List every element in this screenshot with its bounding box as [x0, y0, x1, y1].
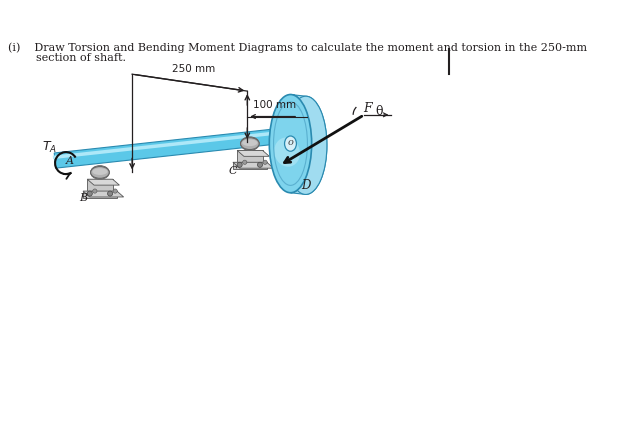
Circle shape	[263, 160, 267, 164]
Ellipse shape	[240, 138, 259, 149]
Ellipse shape	[285, 136, 297, 151]
Circle shape	[93, 189, 97, 193]
Ellipse shape	[275, 138, 300, 167]
Circle shape	[243, 160, 247, 164]
Ellipse shape	[240, 137, 259, 150]
Polygon shape	[233, 162, 267, 169]
Text: C: C	[229, 166, 237, 176]
Text: θ: θ	[376, 105, 383, 118]
Text: F: F	[363, 102, 372, 115]
Circle shape	[237, 162, 242, 167]
Polygon shape	[233, 162, 273, 168]
Text: 250 mm: 250 mm	[172, 64, 216, 74]
Polygon shape	[83, 191, 117, 198]
Text: B: B	[79, 193, 87, 203]
Polygon shape	[87, 179, 119, 185]
Text: A: A	[67, 155, 74, 166]
Text: (i)    Draw Torsion and Bending Moment Diagrams to calculate the moment and tors: (i) Draw Torsion and Bending Moment Diag…	[8, 42, 588, 53]
Ellipse shape	[285, 96, 327, 194]
Polygon shape	[55, 127, 288, 168]
Polygon shape	[87, 179, 113, 191]
Circle shape	[113, 189, 117, 193]
Ellipse shape	[93, 168, 108, 175]
Ellipse shape	[269, 95, 312, 193]
Circle shape	[87, 191, 93, 196]
Ellipse shape	[242, 139, 257, 146]
Circle shape	[108, 191, 113, 196]
Ellipse shape	[91, 166, 109, 178]
Text: $T_A$: $T_A$	[42, 140, 58, 155]
Polygon shape	[83, 191, 124, 197]
Polygon shape	[237, 150, 269, 156]
Text: o: o	[288, 138, 294, 147]
Text: D: D	[301, 180, 311, 192]
Text: 100 mm: 100 mm	[253, 100, 296, 110]
Polygon shape	[290, 95, 327, 194]
Polygon shape	[237, 150, 262, 162]
Circle shape	[257, 162, 262, 167]
Ellipse shape	[91, 166, 109, 179]
Text: section of shaft.: section of shaft.	[8, 53, 126, 63]
